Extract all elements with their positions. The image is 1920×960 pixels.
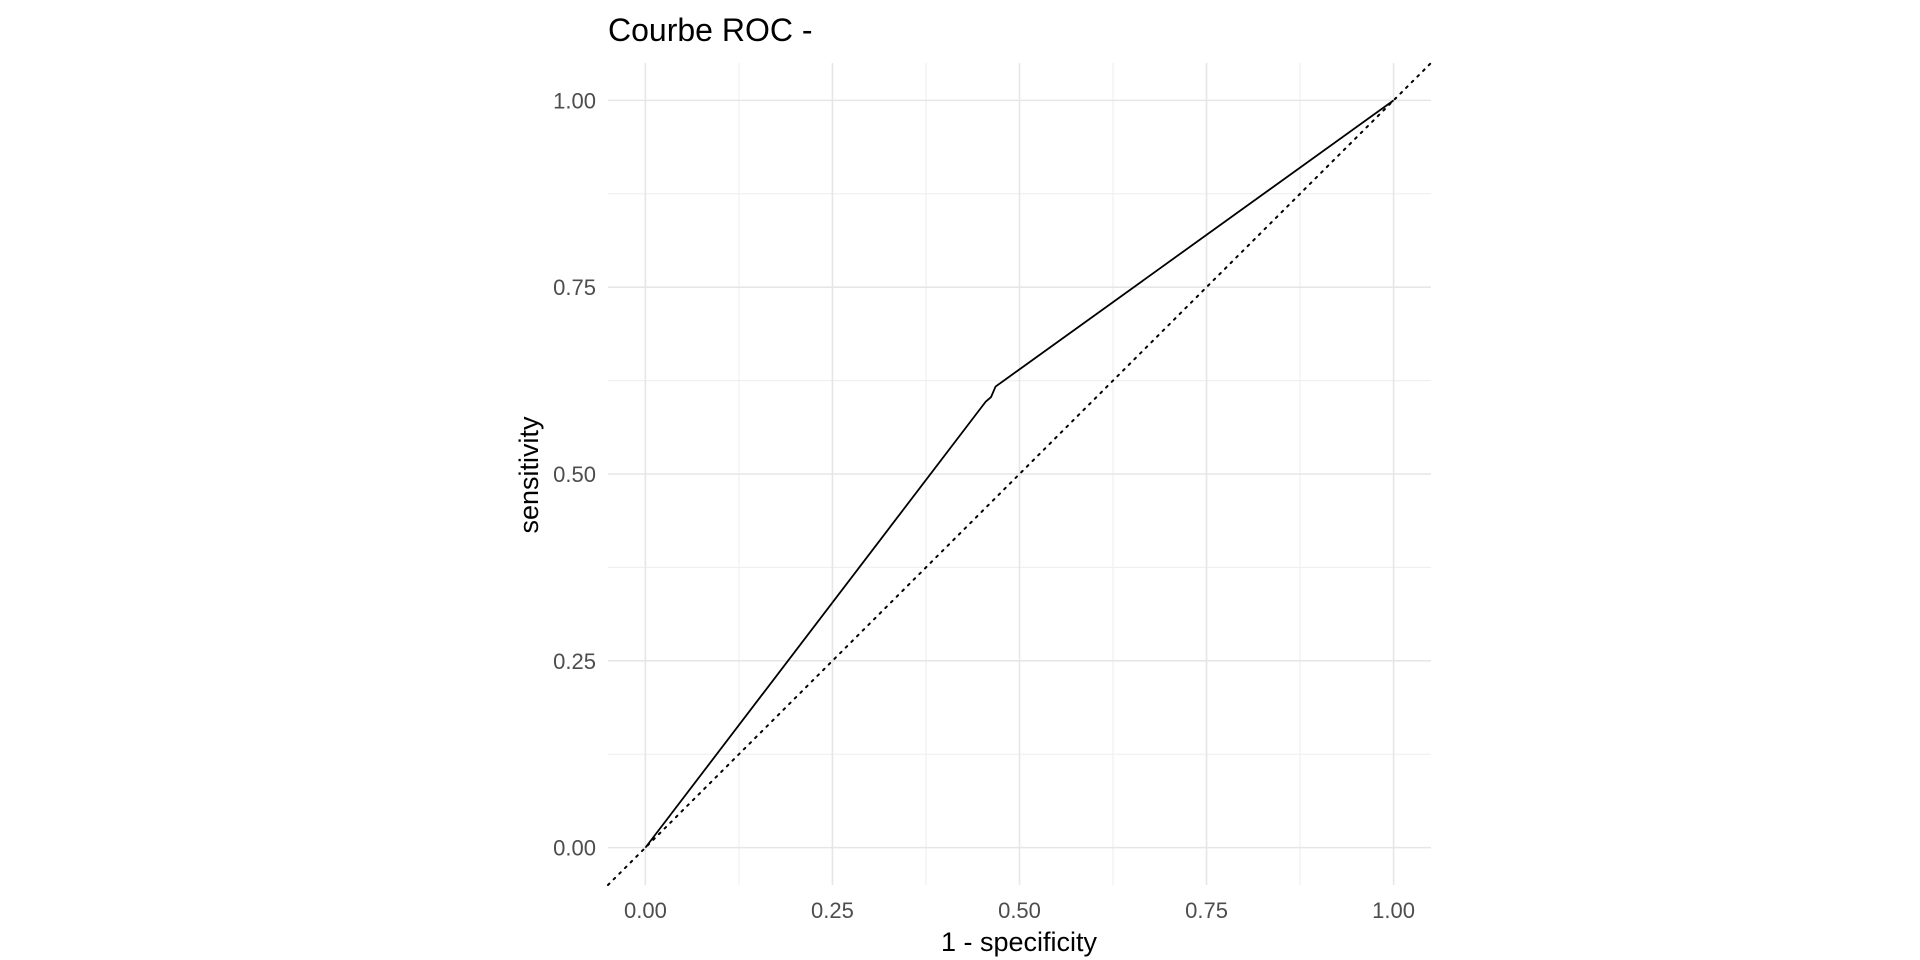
grid-major	[608, 63, 1431, 885]
x-tick-label: 1.00	[1372, 898, 1415, 923]
roc-curve-line	[644, 99, 1395, 849]
y-axis-tick-labels: 0.00 0.25 0.50 0.75 1.00	[553, 88, 596, 860]
x-tick-label: 0.25	[811, 898, 854, 923]
x-tick-label: 0.75	[1185, 898, 1228, 923]
y-tick-label: 0.00	[553, 836, 596, 861]
x-tick-label: 0.00	[624, 898, 667, 923]
y-tick-label: 0.75	[553, 275, 596, 300]
y-axis-title: sensitivity	[514, 416, 544, 534]
diagonal-reference-line	[607, 62, 1432, 886]
y-tick-label: 1.00	[553, 88, 596, 113]
x-axis-tick-labels: 0.00 0.25 0.50 0.75 1.00	[624, 898, 1415, 923]
x-axis-title: 1 - specificity	[941, 927, 1098, 957]
x-tick-label: 0.50	[998, 898, 1041, 923]
chart-title: Courbe ROC -	[608, 12, 813, 48]
plot-panel	[607, 62, 1432, 886]
y-tick-label: 0.50	[553, 462, 596, 487]
y-tick-label: 0.25	[553, 649, 596, 674]
